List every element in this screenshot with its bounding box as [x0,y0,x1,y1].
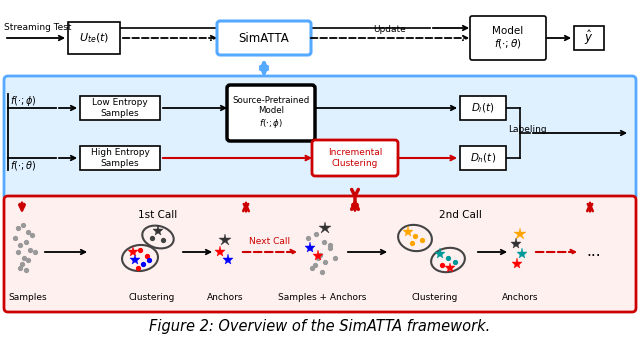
Text: $D_h(t)$: $D_h(t)$ [470,151,496,165]
Text: SimATTA: SimATTA [239,32,289,45]
FancyBboxPatch shape [574,26,604,50]
FancyBboxPatch shape [217,21,311,55]
Text: $f(\cdot;\theta)$: $f(\cdot;\theta)$ [10,159,36,171]
FancyBboxPatch shape [227,85,315,141]
FancyBboxPatch shape [470,16,546,60]
Text: Labeling: Labeling [508,126,547,135]
Text: Figure 2: Overview of the SimATTA framework.: Figure 2: Overview of the SimATTA framew… [149,319,491,333]
Text: 1st Call: 1st Call [138,210,178,220]
Text: Streaming Test: Streaming Test [4,23,72,33]
FancyBboxPatch shape [80,146,160,170]
FancyBboxPatch shape [68,22,120,54]
FancyBboxPatch shape [312,140,398,176]
Text: 2nd Call: 2nd Call [438,210,481,220]
Text: $\hat{y}$: $\hat{y}$ [584,29,594,47]
Text: Samples: Samples [9,293,47,303]
Text: $f(\cdot;\phi)$: $f(\cdot;\phi)$ [10,94,37,108]
Text: Update: Update [374,25,406,34]
Text: Anchors: Anchors [207,293,243,303]
Text: Clustering: Clustering [412,293,458,303]
Text: Low Entropy
Samples: Low Entropy Samples [92,98,148,118]
Text: Samples + Anchors: Samples + Anchors [278,293,366,303]
FancyBboxPatch shape [460,146,506,170]
Text: Source-Pretrained
Model
$f(\cdot;\phi)$: Source-Pretrained Model $f(\cdot;\phi)$ [232,96,310,130]
Text: Clustering: Clustering [129,293,175,303]
FancyBboxPatch shape [460,96,506,120]
Text: $U_{te}(t)$: $U_{te}(t)$ [79,31,109,45]
Text: Model
$f(\cdot;\theta)$: Model $f(\cdot;\theta)$ [492,25,524,51]
Text: Anchors: Anchors [502,293,538,303]
Text: $D_l(t)$: $D_l(t)$ [471,101,495,115]
Text: Next Call: Next Call [250,237,291,246]
FancyBboxPatch shape [4,196,636,312]
Text: ...: ... [587,245,602,259]
FancyBboxPatch shape [4,76,636,200]
Text: High Entropy
Samples: High Entropy Samples [91,148,149,168]
Text: Incremental
Clustering: Incremental Clustering [328,148,382,168]
FancyBboxPatch shape [80,96,160,120]
